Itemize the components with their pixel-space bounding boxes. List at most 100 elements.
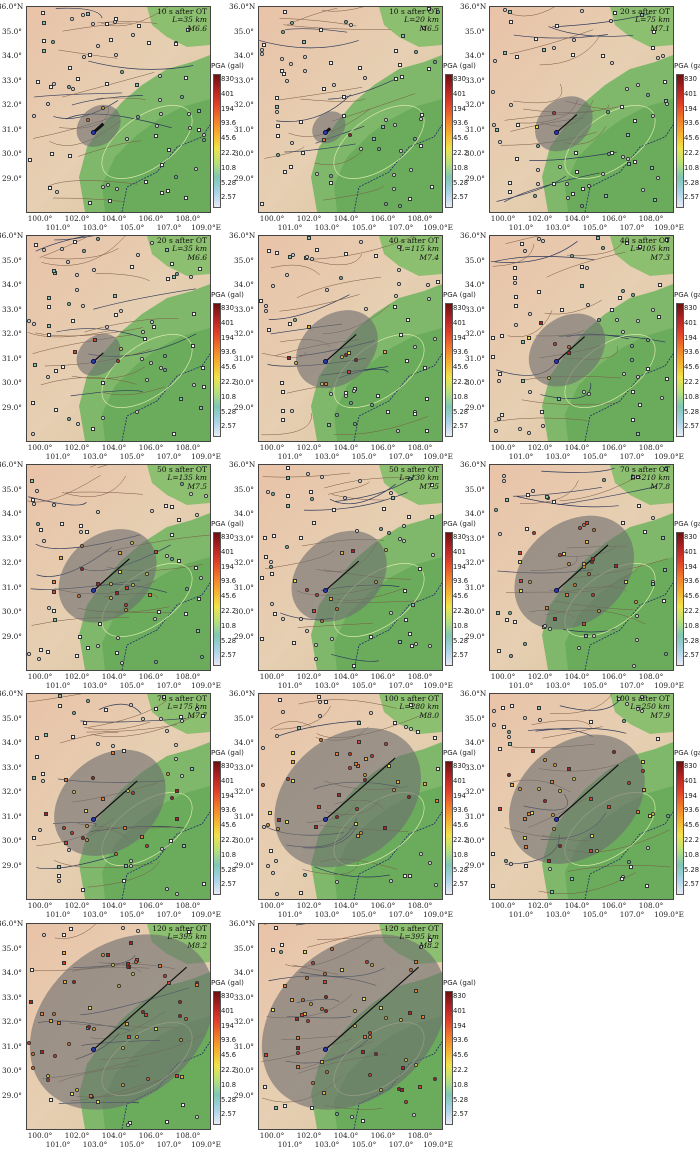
latitude-tick-label: 35.0° — [2, 26, 22, 36]
fault-line — [65, 491, 143, 495]
station-marker — [51, 589, 56, 594]
station-marker — [100, 106, 105, 111]
station-marker — [203, 494, 208, 499]
station-marker — [303, 68, 308, 73]
station-marker — [66, 302, 71, 307]
station-marker — [350, 549, 355, 554]
station-marker — [106, 952, 111, 957]
station-marker — [261, 824, 266, 829]
longitude-tick-label: 104.0° — [333, 214, 359, 223]
predicted-shaking-area — [514, 515, 634, 630]
station-marker — [645, 846, 650, 851]
station-marker — [202, 133, 207, 138]
station-marker — [396, 244, 401, 249]
longitude-tick-label: 109.0°E — [191, 681, 221, 690]
station-marker — [272, 612, 277, 617]
longitude-tick-label: 102.0° — [64, 1131, 90, 1140]
epicenter-marker — [91, 1047, 96, 1052]
latitude-tick-label: 29.0° — [465, 173, 485, 183]
station-marker — [263, 554, 268, 559]
legend-tick-label: 5.28 — [684, 636, 700, 645]
station-marker — [270, 870, 275, 875]
station-marker — [54, 369, 59, 374]
station-marker — [95, 237, 100, 242]
station-marker — [637, 245, 642, 250]
longitude-tick-label: 106.0° — [138, 443, 164, 452]
station-marker — [42, 539, 47, 544]
station-marker — [309, 489, 314, 494]
station-marker — [108, 199, 113, 204]
elapsed-time-label: 120 s after OT — [384, 924, 439, 933]
panel-info: 10 s after OT L=20 km M6.5 — [389, 7, 439, 33]
station-marker — [398, 62, 403, 67]
station-marker — [572, 777, 577, 782]
fault-line — [303, 492, 408, 511]
longitude-tick-label: 109.0°E — [654, 681, 684, 690]
longitude-tick-label: 101.0° — [508, 681, 534, 690]
station-marker — [567, 767, 572, 772]
magnitude-label: M6.6 — [187, 23, 207, 33]
station-marker — [96, 741, 101, 746]
elapsed-time-label: 100 s after OT — [384, 694, 439, 703]
station-marker — [280, 408, 285, 413]
station-marker — [626, 161, 631, 166]
station-marker — [527, 311, 532, 316]
station-marker — [154, 1027, 159, 1032]
longitude-tick-label: 105.0° — [582, 681, 608, 690]
fault-line — [546, 251, 626, 278]
station-marker — [180, 1102, 185, 1107]
station-marker — [498, 532, 503, 537]
longitude-tick-label: 108.0° — [175, 443, 201, 452]
station-marker — [609, 307, 614, 312]
station-marker — [317, 694, 322, 699]
station-marker — [406, 794, 411, 799]
station-marker — [306, 236, 311, 241]
station-marker — [202, 138, 207, 143]
latitude-tick-label: 36.0°N — [0, 919, 24, 928]
station-marker — [501, 474, 506, 479]
legend-tick-label: 2.57 — [453, 193, 469, 202]
fault-line — [558, 486, 657, 506]
fault-line — [80, 718, 187, 723]
fault-line — [279, 294, 360, 312]
station-marker — [513, 275, 518, 280]
station-marker — [428, 861, 433, 866]
map-area: 120 s after OT L=395 km M8.2 — [258, 923, 443, 1130]
station-marker — [270, 947, 275, 952]
legend-tick-label: 194 — [453, 104, 466, 113]
predicted-shaking-area — [274, 727, 421, 868]
longitude-tick-label: 102.0° — [527, 672, 553, 681]
fault-line — [331, 494, 387, 501]
legend-tick-label: 194 — [684, 562, 697, 571]
station-marker — [329, 180, 334, 185]
longitude-tick-label: 102.0° — [527, 443, 553, 452]
station-marker — [626, 133, 631, 138]
longitude-tick-label: 103.0° — [314, 681, 340, 690]
legend-tick-label: 830 — [221, 992, 234, 1000]
longitude-tick-label: 106.0° — [370, 443, 396, 452]
fault-line — [295, 924, 306, 926]
legend-tick-label: 401 — [684, 318, 697, 327]
station-marker — [45, 1073, 50, 1078]
station-marker — [493, 58, 498, 63]
longitude-tick-label: 105.0° — [582, 223, 608, 232]
fault-line — [270, 264, 320, 276]
station-marker — [633, 118, 638, 123]
elapsed-time-label: 70 s after OT — [620, 465, 670, 474]
station-marker — [339, 355, 344, 360]
longitude-tick-label: 101.0° — [277, 1140, 303, 1149]
longitude-tick-label: 106.0° — [601, 443, 627, 452]
station-marker — [537, 718, 542, 723]
station-marker — [280, 617, 285, 622]
station-marker — [88, 1094, 93, 1099]
station-marker — [586, 571, 591, 576]
legend-tick-label: 22.2 — [221, 378, 237, 386]
legend-title: PGA (gal) — [443, 749, 476, 757]
legend-tick-label: 401 — [221, 89, 234, 98]
station-marker — [559, 308, 564, 313]
station-marker — [59, 522, 64, 527]
map-area: 10 s after OT L=20 km M6.5 — [258, 6, 443, 213]
station-marker — [601, 246, 606, 251]
longitude-tick-label: 108.0° — [175, 672, 201, 681]
latitude-tick-label: 29.0° — [465, 402, 485, 412]
